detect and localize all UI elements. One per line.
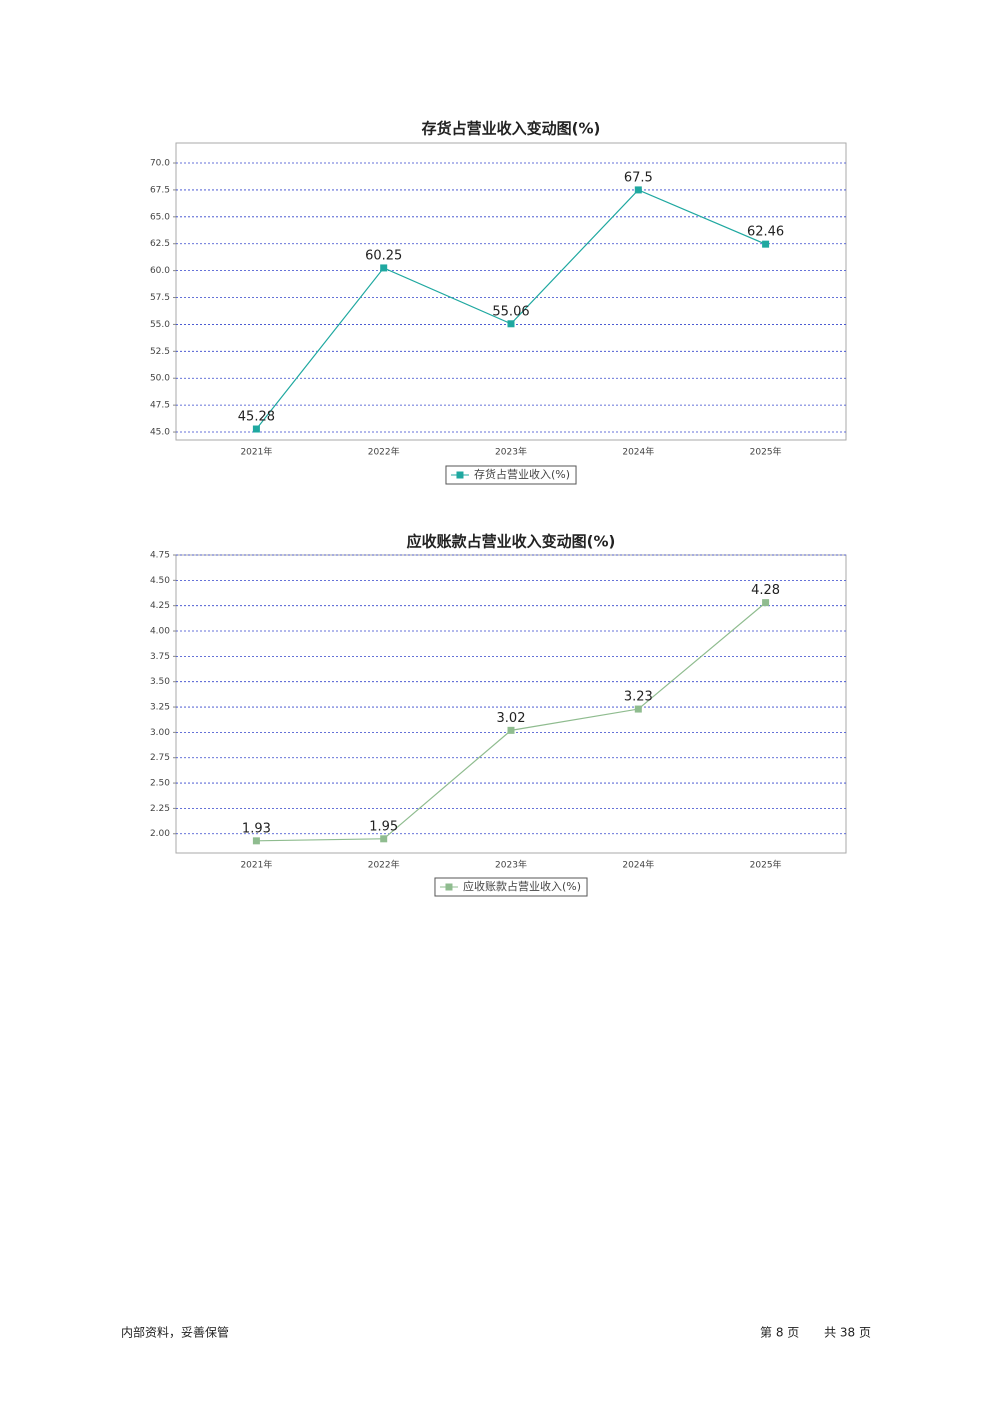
y-tick-label: 50.0 — [150, 374, 170, 384]
legend-marker — [445, 883, 453, 891]
x-tick-label: 2024年 — [622, 446, 654, 458]
x-tick-label: 2021年 — [240, 859, 272, 871]
point — [634, 186, 642, 194]
point — [252, 425, 260, 433]
footer-total: 共 38 页 — [824, 1326, 871, 1340]
data-label: 3.02 — [497, 711, 526, 726]
legend-label: 存货占营业收入(%) — [474, 467, 570, 481]
y-tick-label: 70.0 — [150, 159, 170, 169]
x-tick-label: 2023年 — [495, 859, 527, 871]
footer-left: 内部资料，妥善保管 — [121, 1325, 229, 1340]
y-tick-label: 3.00 — [150, 728, 170, 738]
y-tick-label: 2.75 — [150, 753, 170, 763]
legend-marker — [456, 471, 464, 479]
y-tick-label: 3.50 — [150, 677, 170, 687]
legend-box — [434, 877, 588, 897]
y-tick-label: 4.75 — [150, 551, 170, 561]
data-label: 4.28 — [751, 583, 780, 598]
data-label: 67.5 — [624, 170, 653, 185]
chart-title: 存货占营业收入变动图(%) — [422, 120, 601, 138]
y-tick-label: 4.25 — [150, 601, 170, 611]
point — [380, 835, 388, 843]
data-label: 55.06 — [492, 304, 529, 319]
point — [252, 837, 260, 845]
y-tick-label: 52.5 — [150, 347, 170, 357]
point — [762, 240, 770, 248]
y-tick-label: 55.0 — [150, 320, 170, 330]
data-label: 3.23 — [624, 690, 653, 705]
x-tick-label: 2025年 — [750, 859, 782, 871]
plot-area — [175, 142, 847, 441]
x-tick-label: 2021年 — [240, 446, 272, 458]
y-tick-label: 65.0 — [150, 212, 170, 222]
legend-label: 应收账款占营业收入(%) — [463, 879, 581, 893]
y-tick-label: 3.75 — [150, 652, 170, 662]
data-label: 60.25 — [365, 248, 402, 263]
y-tick-label: 3.25 — [150, 703, 170, 713]
y-tick-label: 67.5 — [150, 185, 170, 195]
y-tick-label: 2.00 — [150, 829, 170, 839]
x-tick-label: 2025年 — [750, 446, 782, 458]
footer-page: 第 8 页 — [760, 1326, 799, 1340]
x-tick-label: 2023年 — [495, 446, 527, 458]
chart-title: 应收账款占营业收入变动图(%) — [407, 533, 616, 551]
y-tick-label: 47.5 — [150, 401, 170, 411]
y-tick-label: 57.5 — [150, 293, 170, 303]
plot-area — [175, 554, 847, 854]
data-label: 1.95 — [369, 819, 398, 834]
point — [634, 705, 642, 713]
data-label: 62.46 — [747, 225, 784, 240]
point — [507, 320, 515, 328]
y-tick-label: 4.50 — [150, 576, 170, 586]
x-tick-label: 2022年 — [368, 859, 400, 871]
y-tick-label: 2.25 — [150, 804, 170, 814]
data-label: 45.28 — [238, 410, 275, 425]
point — [507, 726, 515, 734]
x-tick-label: 2024年 — [622, 859, 654, 871]
y-tick-label: 45.0 — [150, 428, 170, 438]
x-tick-label: 2022年 — [368, 446, 400, 458]
point — [380, 264, 388, 272]
y-tick-label: 4.00 — [150, 627, 170, 637]
point — [762, 599, 770, 607]
y-tick-label: 60.0 — [150, 266, 170, 276]
data-label: 1.93 — [242, 821, 271, 836]
legend-box — [445, 465, 577, 485]
y-tick-label: 62.5 — [150, 239, 170, 249]
y-tick-label: 2.50 — [150, 779, 170, 789]
